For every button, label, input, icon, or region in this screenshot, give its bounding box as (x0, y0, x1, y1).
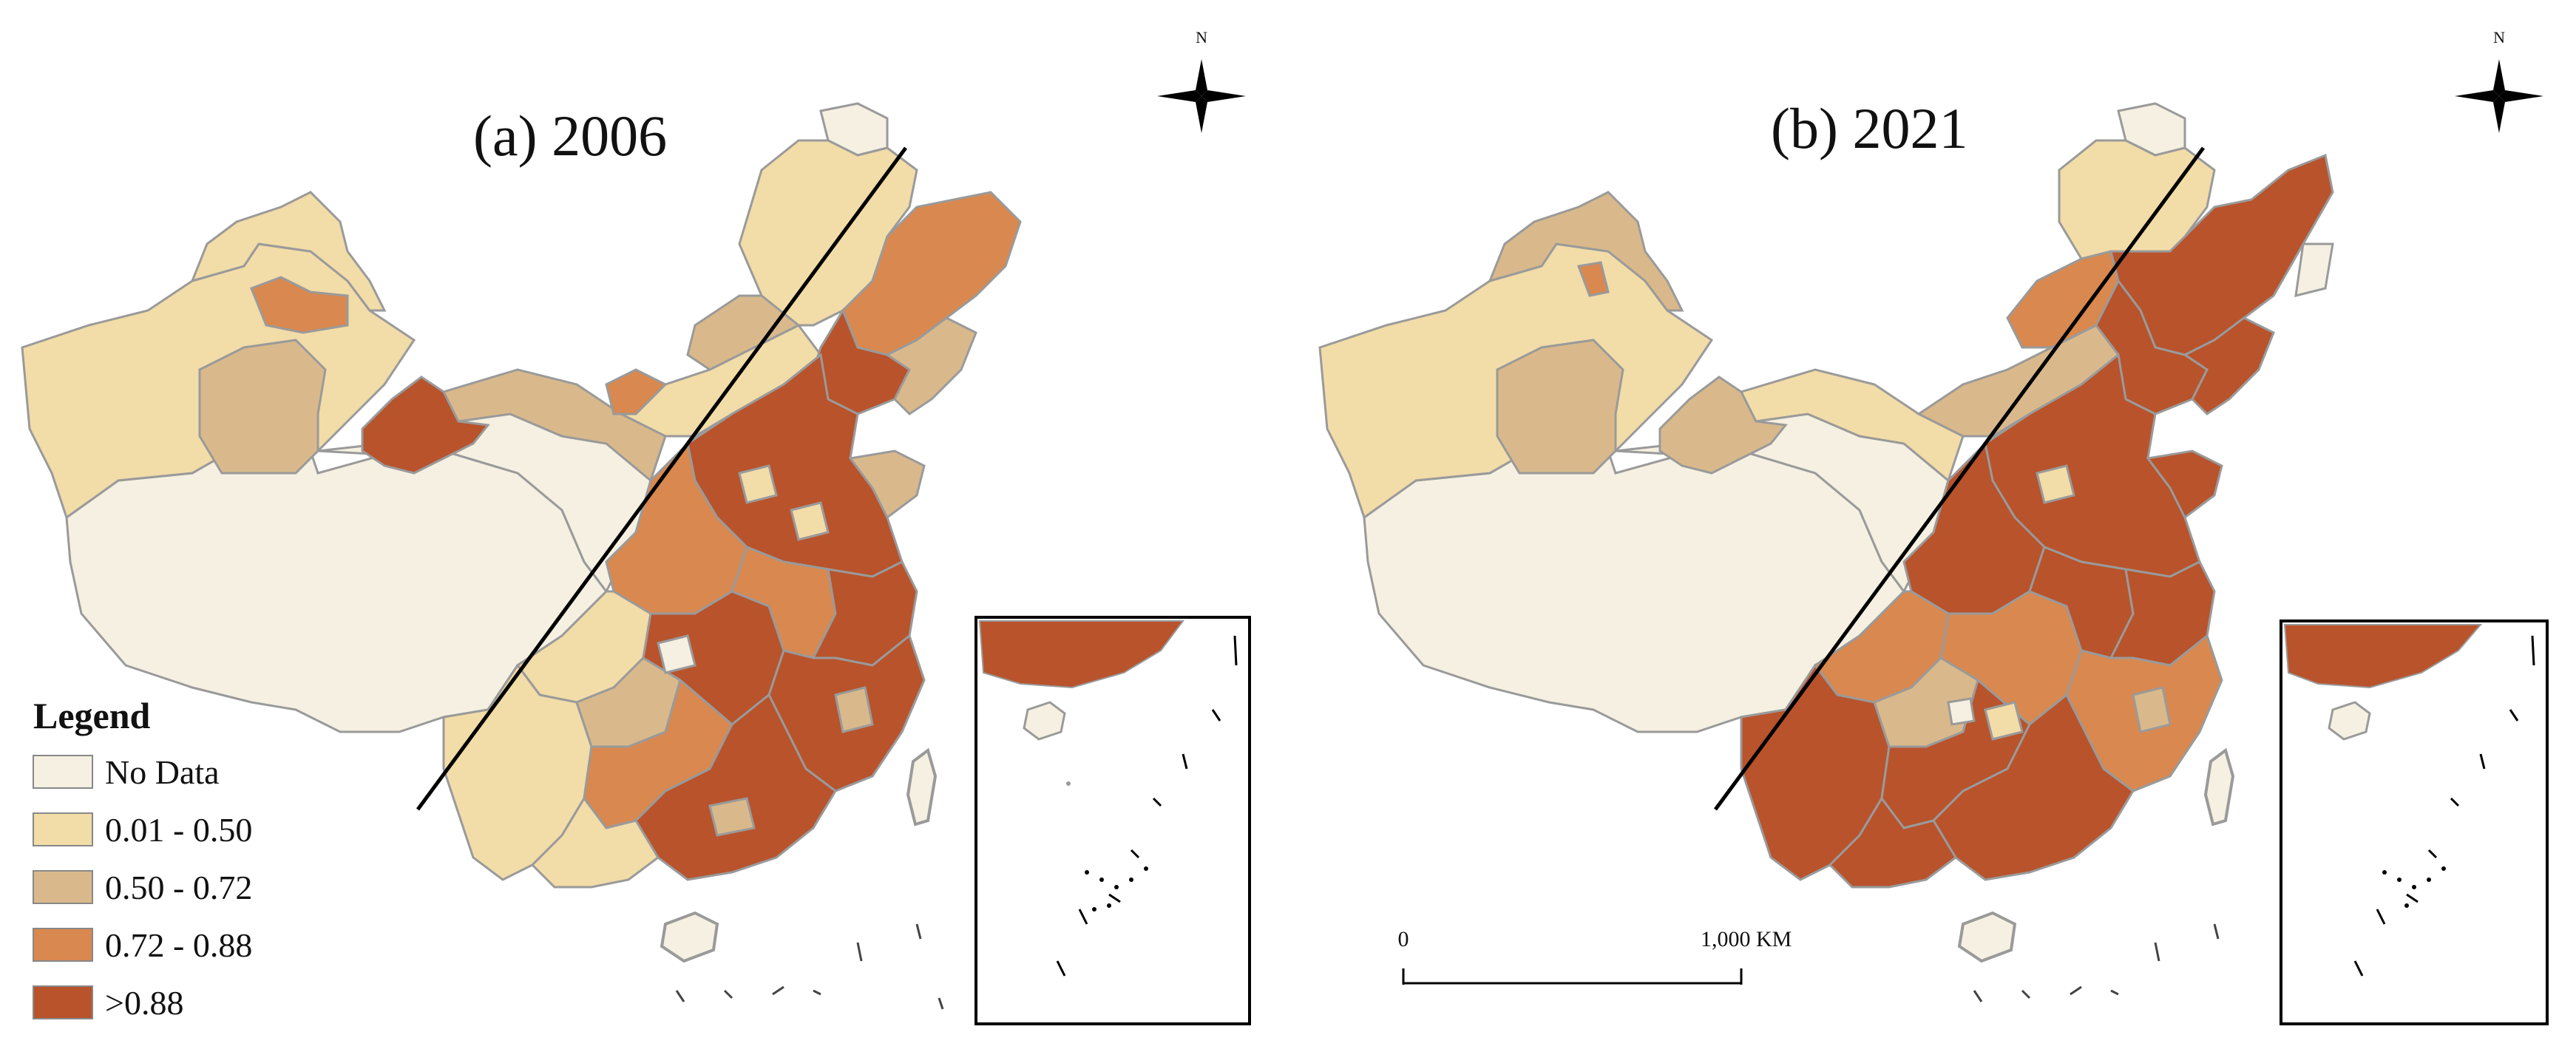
patch-low-1 (738, 464, 778, 504)
hu-line (1713, 146, 2206, 811)
region-northeast-edge (2294, 242, 2334, 297)
region-shandong-mid (848, 449, 926, 520)
legend-item: >0.88 (33, 984, 183, 1022)
panel-title-b: (b) 2021 (1771, 96, 1967, 160)
region-hami-high (361, 376, 490, 475)
scale-end-label: 1,000 KM (1701, 927, 1792, 951)
legend-item: 0.72 - 0.88 (33, 926, 252, 964)
map-panel-2006: N (a) 2006 (21, 28, 1251, 1025)
legend-title: Legend (33, 695, 151, 736)
scale-bar: 0 1,000 KM (1398, 927, 1792, 985)
patch-mid-1 (2132, 686, 2172, 733)
legend: Legend No Data 0.01 - 0.50 0.50 - 0.72 0… (33, 695, 252, 1022)
legend-label-4: >0.88 (105, 984, 183, 1022)
island-hainan (1957, 911, 2017, 963)
region-guangdong-high (1932, 693, 2135, 881)
map-panel-2021: N (b) 2021 (1318, 28, 2549, 1025)
region-south-low (530, 796, 660, 889)
island-taiwan (2203, 747, 2235, 826)
patch-mid-1 (834, 686, 874, 733)
north-arrow-b: N (2455, 28, 2543, 133)
region-guangdong-high (634, 693, 837, 881)
north-label: N (1196, 28, 1207, 47)
region-shandong-high (2146, 449, 2223, 520)
north-arrow-a: N (1157, 28, 1246, 133)
region-xinjiang-hot (1576, 261, 1610, 297)
patch-low-1 (2036, 464, 2075, 504)
region-xinjiang-hot (250, 276, 349, 334)
region-northeast-mid (686, 294, 801, 371)
legend-item: No Data (33, 753, 220, 791)
region-xinjiang-north-low (190, 191, 387, 312)
patch-low-2 (1984, 701, 2024, 741)
legend-label-0: No Data (105, 753, 220, 791)
offshore-islands (675, 923, 944, 1010)
region-xinjiang-north-mid (1488, 191, 1684, 312)
island-hainan (660, 911, 719, 963)
island-taiwan (906, 747, 938, 826)
scale-start-label: 0 (1398, 927, 1409, 951)
legend-label-3: 0.72 - 0.88 (105, 926, 252, 964)
legend-item: 0.50 - 0.72 (33, 869, 252, 906)
region-innermongolia-high (605, 368, 668, 415)
panel-title-a: (a) 2006 (473, 103, 667, 168)
region-liaoning-mid (885, 316, 977, 415)
legend-swatch-4 (33, 985, 93, 1019)
legend-label-1: 0.01 - 0.50 (105, 811, 252, 849)
patch-low-2 (790, 501, 830, 541)
legend-swatch-1 (33, 812, 93, 846)
region-xinjiang-mid (198, 339, 327, 475)
legend-swatch-2 (33, 870, 93, 904)
patch-mid-2 (708, 797, 756, 837)
legend-label-2: 0.50 - 0.72 (105, 869, 252, 906)
patch-nodata-1 (1947, 697, 1976, 726)
patch-low-3 (657, 634, 696, 674)
region-hami-mid (1658, 376, 1788, 475)
legend-swatch-3 (33, 928, 93, 962)
legend-item: 0.01 - 0.50 (33, 811, 252, 849)
offshore-islands (1973, 923, 2220, 1002)
region-xinjiang-mid (1496, 339, 1624, 475)
south-china-sea-inset (2280, 619, 2549, 1025)
south-china-sea-inset (975, 616, 1251, 1025)
north-label: N (2493, 28, 2505, 47)
region-northeast-low (2058, 139, 2216, 260)
hu-line (416, 146, 908, 811)
region-south-high (1828, 796, 1957, 889)
legend-swatch-0 (33, 755, 93, 789)
